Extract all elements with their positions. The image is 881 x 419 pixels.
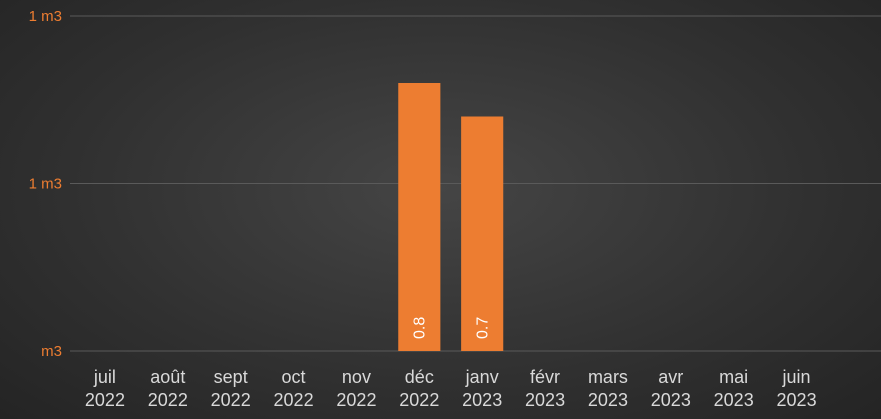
y-tick-label: 1 m3 xyxy=(29,175,62,192)
data-label: 0.7 xyxy=(474,317,491,339)
x-tick-label: juil 2022 xyxy=(84,367,125,410)
x-tick-label: juin 2023 xyxy=(776,367,817,410)
x-tick-label: mars 2023 xyxy=(587,367,628,410)
x-tick-label: sept 2022 xyxy=(210,367,251,410)
data-label: 0.8 xyxy=(412,317,429,339)
x-tick-label: déc 2022 xyxy=(399,367,440,410)
y-tick-label: m3 xyxy=(41,343,62,360)
x-tick-label: août 2022 xyxy=(147,367,188,410)
x-tick-label: avr 2023 xyxy=(650,367,691,410)
x-tick-label: mai 2023 xyxy=(713,367,754,410)
x-tick-label: févr 2023 xyxy=(525,367,566,410)
bar xyxy=(461,116,504,351)
bar xyxy=(398,83,441,351)
x-tick-label: nov 2022 xyxy=(336,367,377,410)
x-tick-label: janv 2023 xyxy=(462,367,503,410)
y-tick-label: 1 m3 xyxy=(29,8,62,25)
x-tick-label: oct 2022 xyxy=(273,367,314,410)
